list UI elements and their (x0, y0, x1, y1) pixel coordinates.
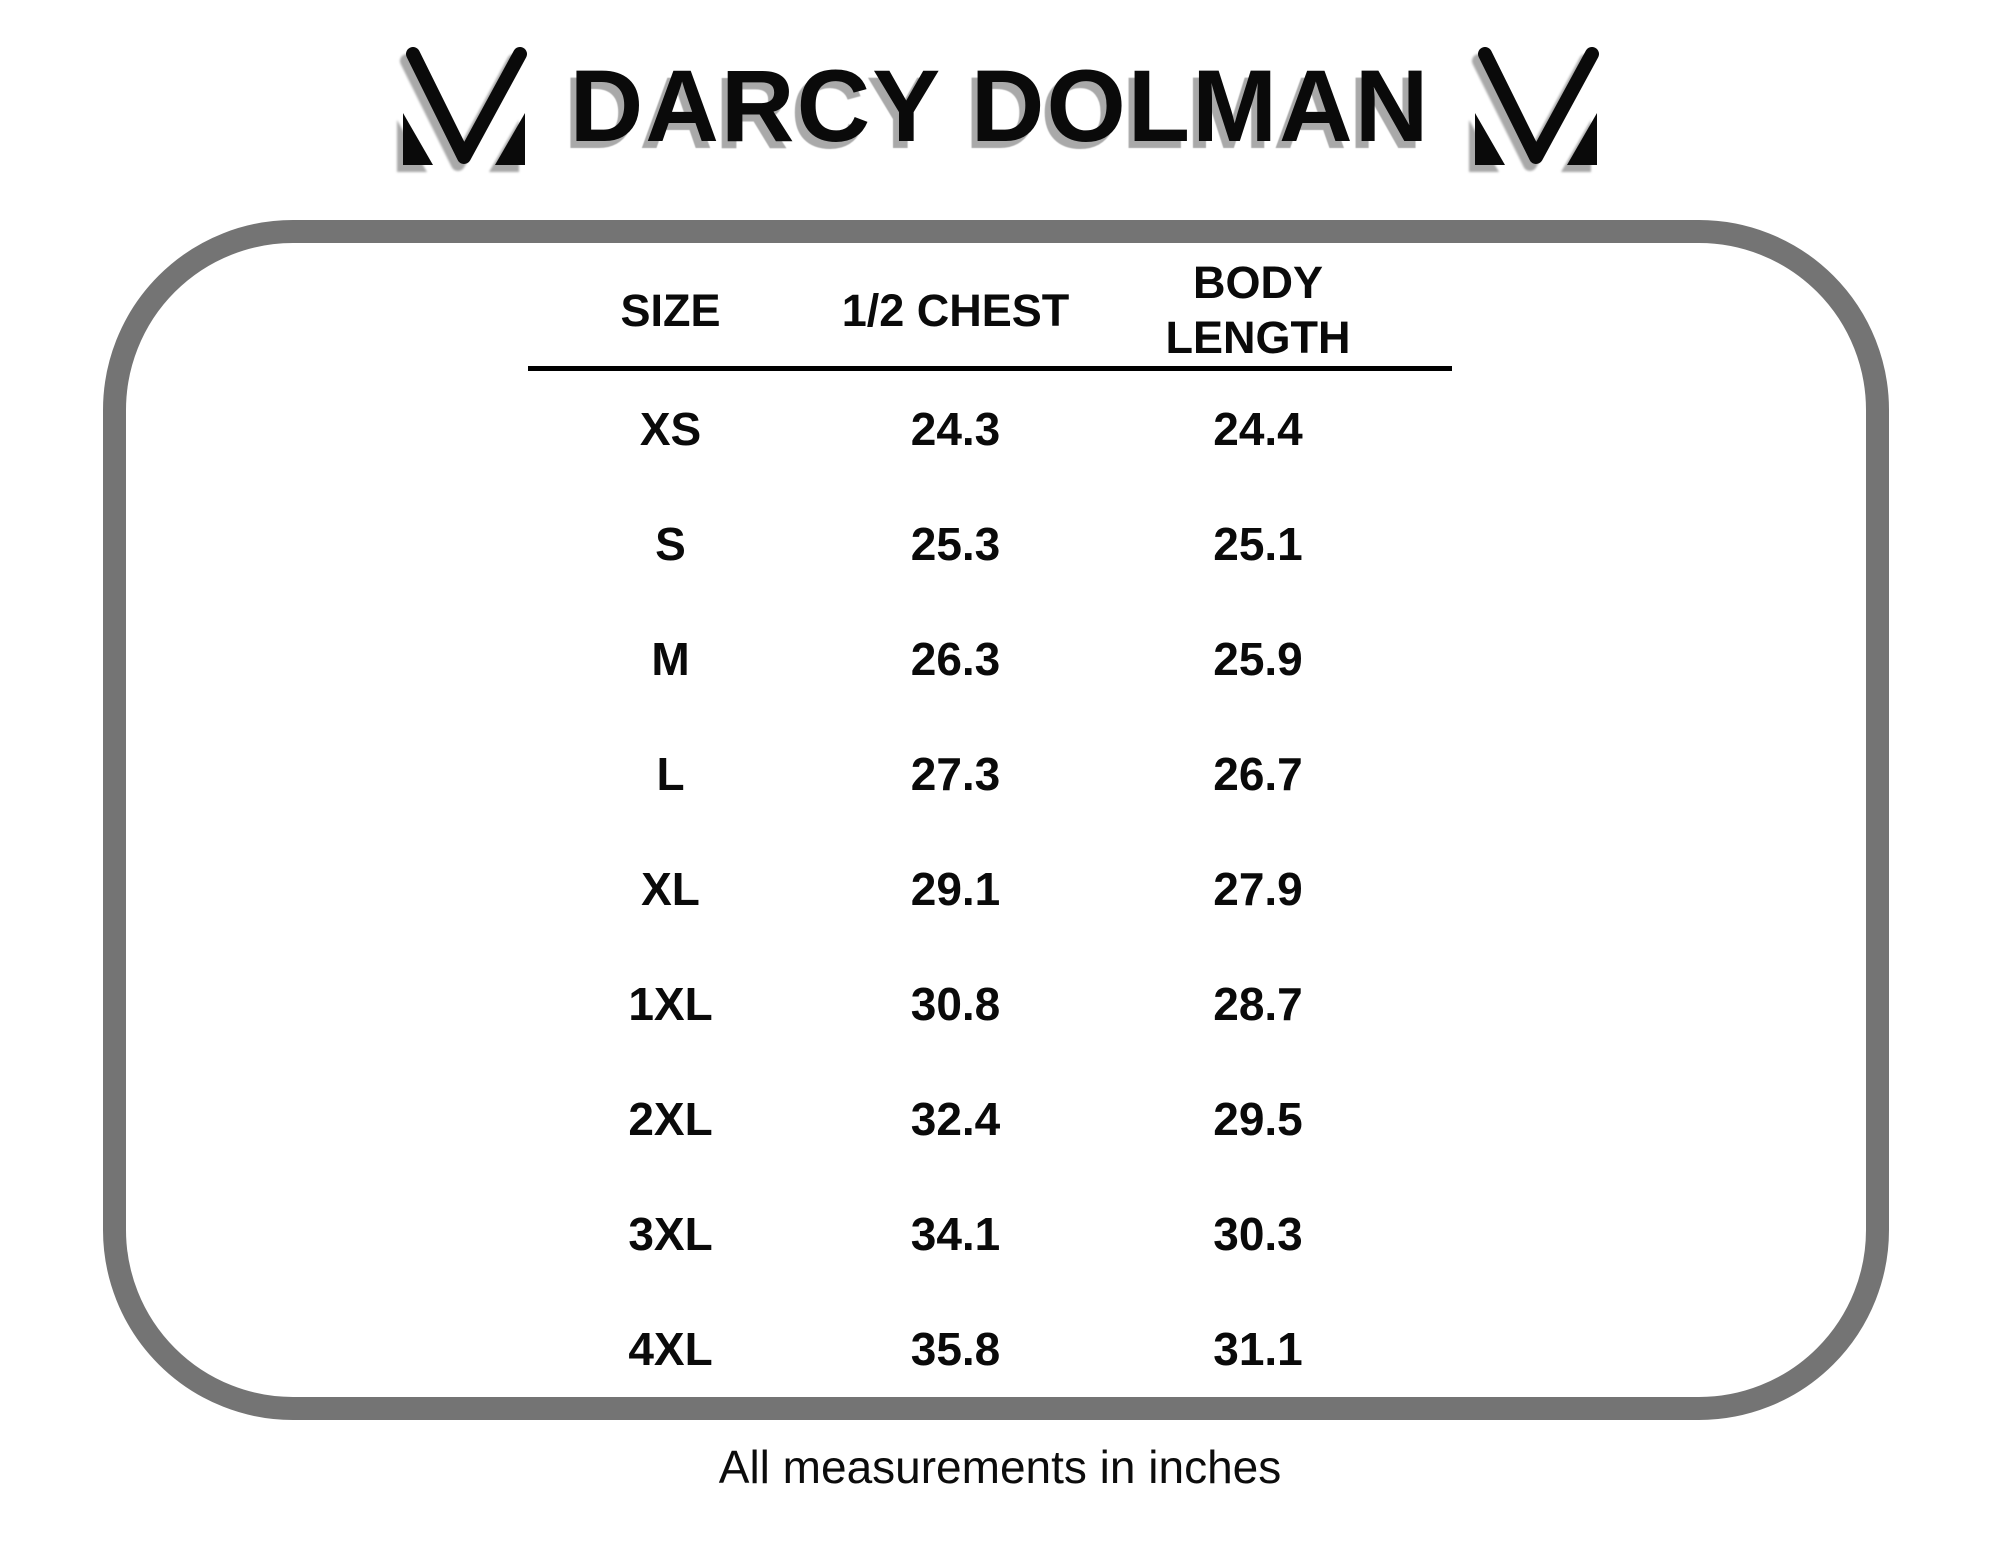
half-chest-cell: 26.3 (910, 632, 1001, 685)
size-cell: XS (639, 402, 702, 455)
measurements-note: All measurements in inches (718, 1441, 1282, 1493)
size-cell: L (656, 747, 685, 800)
column-header-half-chest: 1/2 CHEST (813, 256, 1098, 369)
half-chest-cell: 29.1 (910, 862, 1001, 915)
size-cell: XL (641, 862, 700, 915)
size-cell: 4XL (628, 1322, 713, 1375)
size-cell: 3XL (628, 1207, 713, 1260)
size-row: L 27.3 26.7 (528, 716, 1452, 831)
header-row: SIZE 1/2 CHEST BODY LENGTH (528, 256, 1452, 369)
column-header-size-label: SIZE (620, 284, 721, 336)
column-header-half-chest-label: 1/2 CHEST (841, 284, 1070, 336)
body-length-cell: 29.5 (1213, 1092, 1303, 1145)
size-chart-border (103, 220, 1889, 1420)
body-length-cell: 24.4 (1213, 402, 1303, 455)
body-length-cell: 30.3 (1213, 1207, 1303, 1260)
body-length-cell: 25.9 (1213, 632, 1303, 685)
half-chest-cell: 34.1 (910, 1207, 1001, 1260)
column-header-size: SIZE (528, 256, 813, 369)
size-row: 1XL 30.8 28.7 (528, 946, 1452, 1061)
body-length-cell: 26.7 (1213, 747, 1303, 800)
size-row: 2XL 32.4 29.5 (528, 1061, 1452, 1176)
half-chest-cell: 32.4 (910, 1092, 1001, 1145)
size-row: XS 24.3 24.4 (528, 369, 1452, 487)
size-row: 3XL 34.1 30.3 (528, 1176, 1452, 1291)
half-chest-cell: 24.3 (910, 402, 1001, 455)
size-chart-table: SIZE 1/2 CHEST BODY LENGTH XS 24.3 24.4 … (528, 256, 1452, 1406)
half-chest-cell: 27.3 (910, 747, 1001, 800)
m-monogram-icon (1475, 47, 1600, 165)
size-cell: M (651, 632, 690, 685)
body-length-cell: 28.7 (1213, 977, 1303, 1030)
column-header-body-length: BODY LENGTH (1098, 256, 1452, 369)
size-row: S 25.3 25.1 (528, 486, 1452, 601)
column-header-body-length-label: BODY LENGTH (1165, 257, 1351, 363)
body-length-cell: 31.1 (1213, 1322, 1303, 1375)
page-title: DARCY DOLMAN (569, 49, 1431, 163)
size-cell: 2XL (628, 1092, 713, 1145)
half-chest-cell: 30.8 (910, 977, 1001, 1030)
size-row: M 26.3 25.9 (528, 601, 1452, 716)
body-length-cell: 25.1 (1213, 517, 1303, 570)
size-row: XL 29.1 27.9 (528, 831, 1452, 946)
m-monogram-icon (402, 47, 527, 165)
half-chest-cell: 35.8 (910, 1322, 1001, 1375)
size-cell: 1XL (628, 977, 713, 1030)
masthead: DARCY DOLMAN (0, 44, 2000, 168)
size-cell: S (655, 517, 686, 570)
half-chest-cell: 25.3 (910, 517, 1001, 570)
size-row: 4XL 35.8 31.1 (528, 1291, 1452, 1406)
body-length-cell: 27.9 (1213, 862, 1303, 915)
